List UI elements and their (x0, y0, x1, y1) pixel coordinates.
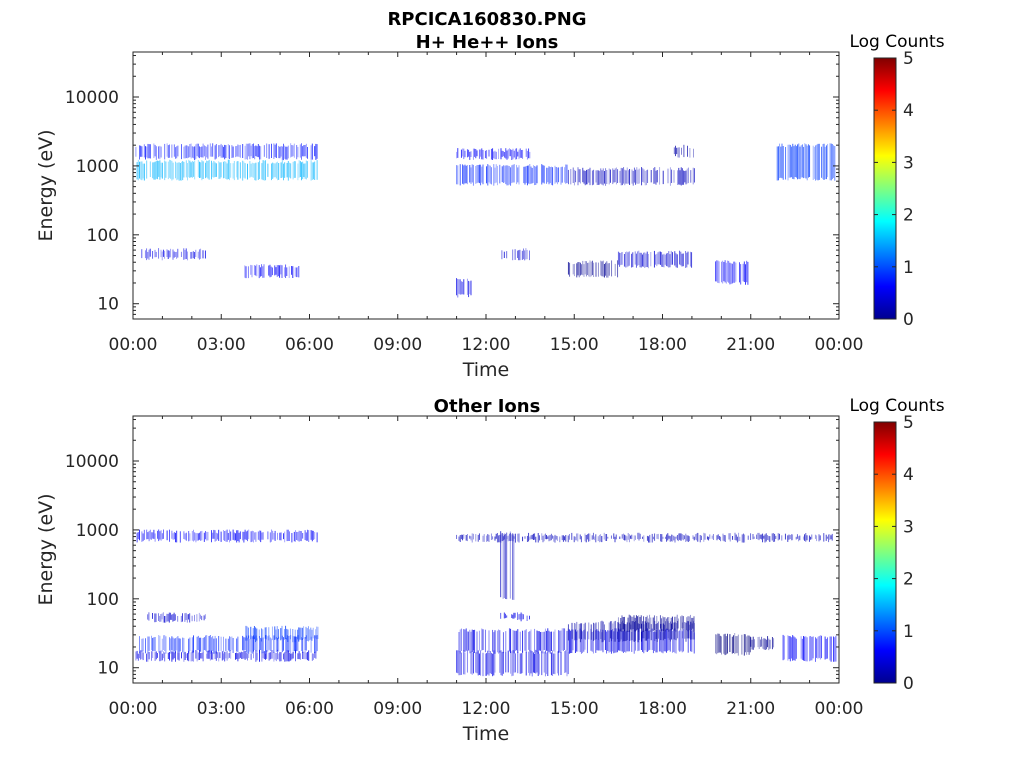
data-band (147, 612, 206, 623)
x-tick-label: 09:00 (373, 699, 422, 719)
colorbar-gradient (873, 421, 897, 684)
colorbar-tick-label: 3 (903, 153, 914, 173)
colorbar-gradient (873, 57, 897, 320)
spectrogram-data (135, 529, 837, 677)
colorbar: Log Counts 0 1 2 3 4 5 (849, 32, 944, 330)
x-tick-label: 21:00 (726, 335, 775, 355)
y-tick-label: 10 (97, 295, 119, 315)
x-tick-label: 00:00 (109, 335, 158, 355)
colorbar-tick-label: 2 (903, 206, 914, 226)
data-band (136, 529, 318, 543)
x-tick-label: 03:00 (197, 335, 246, 355)
x-tick-label: 18:00 (638, 335, 687, 355)
data-band (715, 260, 749, 285)
colorbar-tick-label: 0 (903, 674, 914, 694)
data-band (782, 634, 837, 662)
y-tick-label: 10000 (65, 452, 119, 472)
colorbar-tick-label: 5 (903, 49, 914, 69)
y-tick-label: 1000 (76, 157, 119, 177)
colorbar-tick-label: 4 (903, 465, 914, 485)
x-tick-label: 06:00 (285, 335, 334, 355)
data-band (567, 260, 619, 278)
panel-title: Other Ions (434, 396, 541, 417)
colorbar-tick-label: 1 (903, 622, 914, 642)
x-tick-label: 21:00 (726, 699, 775, 719)
x-tick-label: 09:00 (373, 335, 422, 355)
x-tick-label: 00:00 (815, 335, 864, 355)
figure-title: RPCICA160830.PNG (387, 9, 586, 30)
x-tick-label: 12:00 (462, 335, 511, 355)
x-tick-label: 12:00 (462, 699, 511, 719)
colorbar-label: Log Counts (849, 32, 944, 52)
colorbar-tick-label: 2 (903, 570, 914, 590)
x-axis-label: Time (462, 723, 510, 745)
data-band (501, 248, 530, 261)
data-band (244, 264, 300, 279)
x-tick-label: 15:00 (550, 335, 599, 355)
x-tick-label: 03:00 (197, 699, 246, 719)
data-band (673, 144, 694, 158)
data-band (715, 633, 751, 656)
x-tick-label: 00:00 (109, 699, 158, 719)
panel-title: H+ He++ Ions (416, 32, 559, 53)
data-band (456, 164, 568, 186)
spectrogram-data (135, 143, 836, 298)
colorbar-tick-label: 1 (903, 258, 914, 278)
data-band (456, 532, 833, 543)
data-band (500, 531, 515, 600)
y-axis-label: Energy (eV) (35, 493, 57, 605)
x-tick-label: 18:00 (638, 699, 687, 719)
panel-1: H+ He++ Ions 00:00 03:00 06:00 09:00 12:00 15:… (35, 32, 945, 381)
panel-2: Other Ions 00:00 03:00 06:00 09:00 12:00 15:00… (35, 396, 945, 745)
y-tick-label: 100 (87, 590, 119, 610)
colorbar-tick-label: 0 (903, 310, 914, 330)
data-band (139, 635, 318, 654)
data-band (456, 649, 569, 677)
x-tick-label: 06:00 (285, 699, 334, 719)
data-band (617, 250, 693, 269)
y-tick-label: 100 (87, 226, 119, 246)
y-axis-label: Energy (eV) (35, 129, 57, 241)
data-band (245, 625, 319, 643)
y-tick-label: 10000 (65, 88, 119, 108)
data-band (135, 143, 318, 161)
y-tick-label: 1000 (76, 521, 119, 541)
x-axis-label: Time (462, 359, 510, 381)
colorbar-tick-label: 4 (903, 101, 914, 121)
colorbar-label: Log Counts (849, 396, 944, 416)
data-band (135, 649, 317, 662)
y-tick-label: 10 (97, 659, 119, 679)
data-band (567, 167, 695, 186)
x-tick-label: 00:00 (815, 699, 864, 719)
colorbar-tick-label: 3 (903, 517, 914, 537)
data-band (750, 636, 775, 651)
x-tick-label: 15:00 (550, 699, 599, 719)
data-band (617, 614, 695, 633)
colorbar-tick-label: 5 (903, 413, 914, 433)
data-band (141, 248, 206, 261)
data-band (456, 278, 472, 298)
colorbar: Log Counts 0 1 2 3 4 5 (849, 396, 944, 694)
data-band (136, 159, 318, 181)
data-band (776, 143, 836, 181)
data-band (500, 612, 530, 622)
data-band (456, 148, 531, 160)
